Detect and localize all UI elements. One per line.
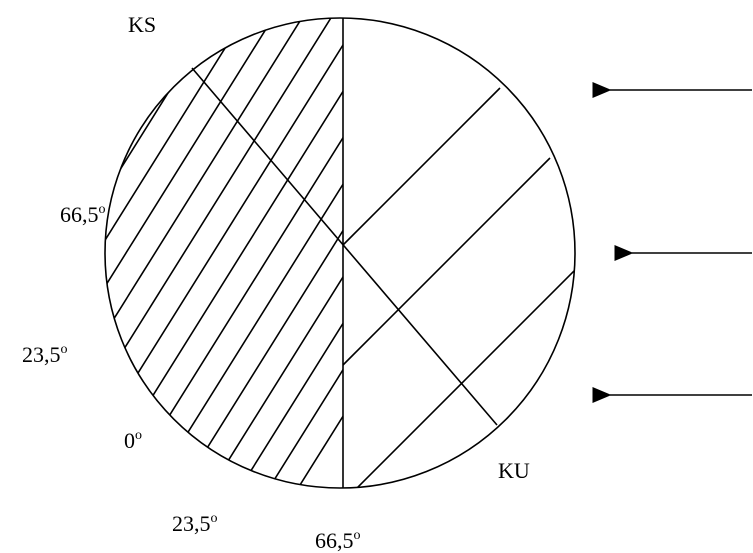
diagram: KS KU 66,5o 23,5o 0o 23,5o 66,5o <box>0 0 753 553</box>
hatch-line <box>71 0 471 553</box>
hatch-line <box>216 0 616 553</box>
hatch-line <box>13 0 413 553</box>
label-lat: 23,5o <box>22 342 68 367</box>
hatch-line <box>129 0 529 553</box>
hatch-line <box>0 0 297 553</box>
label-sup: o <box>354 528 361 543</box>
label-sup: o <box>135 428 142 443</box>
label-ku: KU <box>498 458 530 483</box>
label-text: 23,5 <box>22 342 61 367</box>
hatch-line <box>343 158 550 365</box>
hatch-line <box>100 0 500 553</box>
label-ks: KS <box>128 12 156 37</box>
label-text: 0 <box>124 428 135 453</box>
label-lat: 23,5o <box>172 511 218 536</box>
label-text: 23,5 <box>172 511 211 536</box>
earth-circle <box>105 18 575 488</box>
hatch-line <box>42 0 442 553</box>
hatching <box>0 0 645 553</box>
label-lat: 66,5o <box>60 202 106 227</box>
label-lat: 0o <box>124 428 142 453</box>
label-text: 66,5 <box>60 202 99 227</box>
hatch-line <box>0 0 326 553</box>
label-text: 66,5 <box>315 528 354 553</box>
label-sup: o <box>61 342 68 357</box>
hatch-line <box>245 0 645 553</box>
label-sup: o <box>211 511 218 526</box>
hatch-line <box>343 88 500 245</box>
label-sup: o <box>99 202 106 217</box>
label-lat: 66,5o <box>315 528 361 553</box>
hatch-line <box>0 0 384 553</box>
